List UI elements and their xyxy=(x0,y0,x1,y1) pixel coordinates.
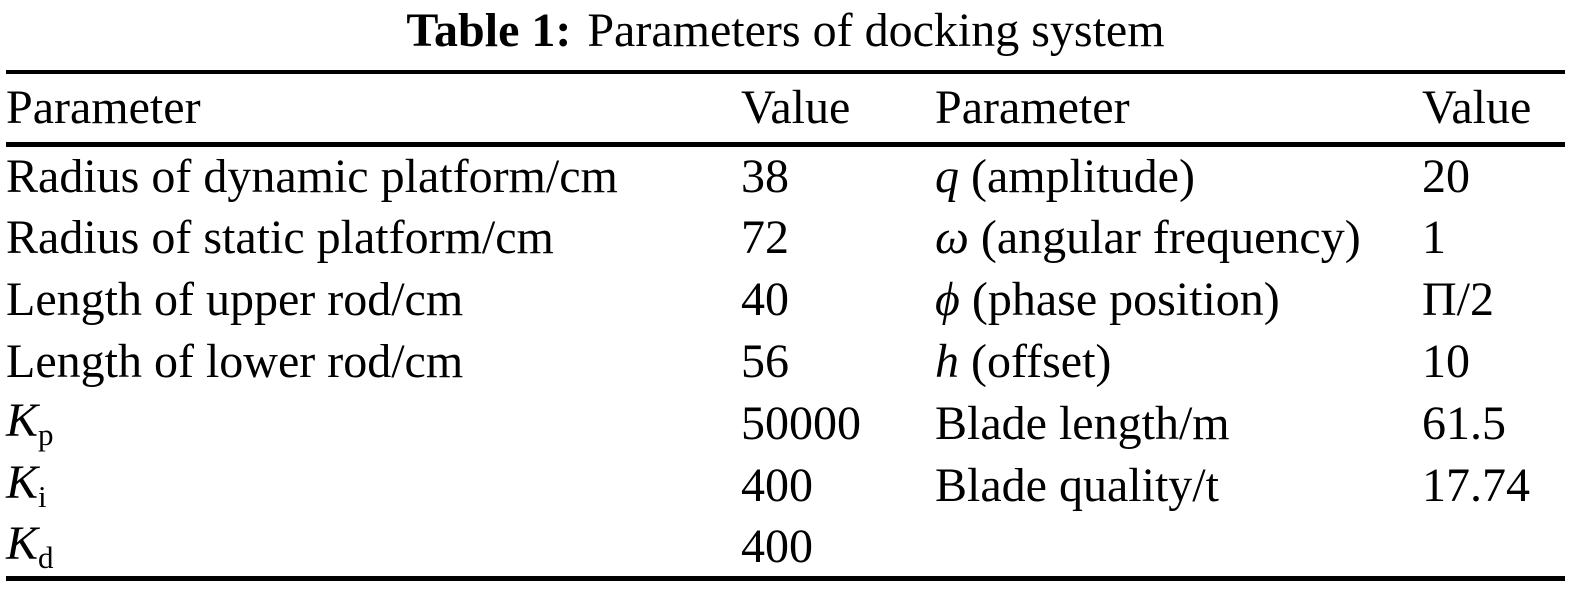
cell-text: 50000 xyxy=(741,396,861,450)
cell-text: Length of upper rod/cm xyxy=(6,272,464,326)
table-caption: Table 1: Parameters of docking system xyxy=(0,0,1571,70)
cell-parameter-left: Kp xyxy=(6,392,741,454)
table-caption-text: Parameters of docking system xyxy=(587,4,1165,57)
cell-parameter-right: Blade length/m xyxy=(935,392,1422,454)
cell-text: (amplitude) xyxy=(959,149,1195,203)
cell-value-left: 72 xyxy=(741,206,935,268)
cell-parameter-right xyxy=(935,516,1422,579)
table-row: Kp 50000 Blade length/m 61.5 xyxy=(6,392,1565,454)
math-symbol: K xyxy=(6,394,39,447)
cell-value-right xyxy=(1422,516,1565,579)
cell-text: Radius of dynamic platform/cm xyxy=(6,149,618,203)
cell-text: 17.74 xyxy=(1422,458,1530,512)
cell-value-left: 400 xyxy=(741,516,935,579)
table-row: Length of lower rod/cm 56 h (offset) 10 xyxy=(6,330,1565,392)
cell-text: 40 xyxy=(741,272,789,326)
cell-parameter-left: Ki xyxy=(6,454,741,516)
cell-parameter-left: Length of lower rod/cm xyxy=(6,330,741,392)
table-row: Kd 400 xyxy=(6,516,1565,579)
cell-text: Radius of static platform/cm xyxy=(6,210,554,264)
cell-parameter-left: Radius of dynamic platform/cm xyxy=(6,144,741,206)
math-symbol: h xyxy=(935,334,959,388)
subscript: p xyxy=(38,417,54,452)
cell-value-right: 20 xyxy=(1422,144,1565,206)
cell-value-right: 17.74 xyxy=(1422,454,1565,516)
cell-text: 1 xyxy=(1422,210,1446,264)
cell-text: Blade length/m xyxy=(935,396,1230,450)
math-symbol: K xyxy=(6,456,39,509)
cell-value-left: 56 xyxy=(741,330,935,392)
cell-value-right: 10 xyxy=(1422,330,1565,392)
table-row: Radius of dynamic platform/cm 38 q (amplit… xyxy=(6,144,1565,206)
cell-parameter-right: q (amplitude) xyxy=(935,144,1422,206)
cell-value-right: 61.5 xyxy=(1422,392,1565,454)
cell-text: 400 xyxy=(741,458,813,512)
table-body: Radius of dynamic platform/cm 38 q (amplit… xyxy=(6,144,1565,579)
cell-value-left: 40 xyxy=(741,268,935,330)
cell-text: 20 xyxy=(1422,149,1470,203)
cell-text: 61.5 xyxy=(1422,396,1506,450)
header-row: Parameter Value Parameter Value xyxy=(6,72,1565,147)
table-caption-label: Table 1: xyxy=(406,4,572,57)
cell-text: 72 xyxy=(741,210,789,264)
cell-text: 38 xyxy=(741,149,789,203)
cell-text: 400 xyxy=(741,519,813,573)
cell-value-right: 1 xyxy=(1422,206,1565,268)
header-parameter-right: Parameter xyxy=(935,72,1422,147)
cell-text: (angular frequency) xyxy=(968,210,1361,264)
cell-value-left: 50000 xyxy=(741,392,935,454)
cell-text: Π/2 xyxy=(1422,272,1494,326)
cell-parameter-right: ω (angular frequency) xyxy=(935,206,1422,268)
cell-parameter-right: h (offset) xyxy=(935,330,1422,392)
cell-value-right: Π/2 xyxy=(1422,268,1565,330)
cell-parameter-right: ϕ (phase position) xyxy=(935,268,1422,330)
table-row: Ki 400 Blade quality/t 17.74 xyxy=(6,454,1565,516)
cell-value-left: 400 xyxy=(741,454,935,516)
math-symbol: q xyxy=(935,149,959,203)
math-symbol: ϕ xyxy=(935,272,960,326)
parameters-table: Parameter Value Parameter Value Radius o… xyxy=(6,70,1565,581)
cell-parameter-left: Length of upper rod/cm xyxy=(6,268,741,330)
cell-parameter-right: Blade quality/t xyxy=(935,454,1422,516)
cell-text: 10 xyxy=(1422,334,1470,388)
cell-text: (phase position) xyxy=(959,272,1280,326)
subscript: d xyxy=(38,540,54,575)
cell-parameter-left: Kd xyxy=(6,516,741,579)
cell-text: Blade quality/t xyxy=(935,458,1219,512)
math-symbol: ω xyxy=(935,210,969,264)
table-row: Radius of static platform/cm 72 ω (angular… xyxy=(6,206,1565,268)
math-symbol: K xyxy=(6,517,39,570)
header-parameter-left: Parameter xyxy=(6,72,741,147)
cell-text: (offset) xyxy=(959,334,1112,388)
cell-value-left: 38 xyxy=(741,144,935,206)
table-row: Length of upper rod/cm 40 ϕ (phase positio… xyxy=(6,268,1565,330)
cell-text: Length of lower rod/cm xyxy=(6,334,464,388)
header-value-right: Value xyxy=(1422,72,1565,147)
cell-parameter-left: Radius of static platform/cm xyxy=(6,206,741,268)
header-value-left: Value xyxy=(741,72,935,147)
cell-text: 56 xyxy=(741,334,789,388)
subscript: i xyxy=(38,479,47,514)
